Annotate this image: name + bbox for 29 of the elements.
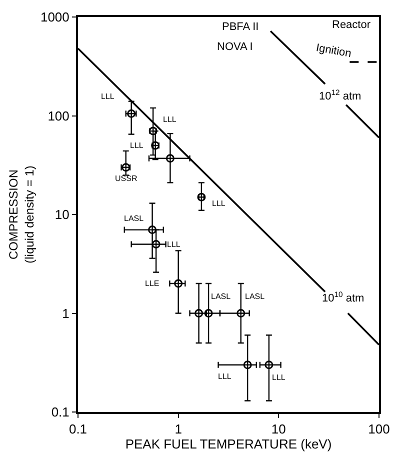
- x-tick-label: 0.1: [68, 422, 88, 437]
- annotation: LLL: [101, 92, 115, 101]
- annotation: LLL: [272, 373, 286, 382]
- annotation: Ignition: [315, 42, 352, 60]
- annotation: LLL: [212, 199, 226, 208]
- x-tick-label: 10: [271, 422, 286, 437]
- x-axis-title: PEAK FUEL TEMPERATURE (keV): [125, 436, 332, 452]
- y-tick-label: 1: [62, 306, 70, 321]
- annotation: LASL: [245, 292, 266, 301]
- annotation: PBFA II: [222, 21, 259, 33]
- y-tick-label: 100: [48, 108, 70, 124]
- annotation: 10$^{10}$ atm: [322, 290, 364, 305]
- annotation: Reactor: [332, 19, 371, 31]
- annotation: USSR: [115, 174, 138, 183]
- annotation: LASL: [211, 292, 232, 301]
- x-tick-label: 1: [174, 422, 182, 437]
- y-tick-label: 1000: [40, 10, 70, 25]
- annotation: LLL: [218, 372, 232, 381]
- x-tick-label: 100: [368, 422, 390, 437]
- annotation: LLL: [130, 141, 144, 150]
- annotation: LLL: [163, 115, 177, 124]
- annotation: LLE: [145, 279, 160, 288]
- annotation: LLL: [167, 240, 181, 249]
- y-tick-label: 10: [54, 207, 70, 222]
- annotation: NOVA I: [217, 41, 253, 53]
- y-axis-title: COMPRESSION (liquid density = 1): [6, 166, 36, 264]
- annotation: 10$^{12}$ atm: [319, 88, 362, 103]
- annotation: LASL: [124, 214, 144, 223]
- y-tick-label: 0.1: [51, 404, 70, 420]
